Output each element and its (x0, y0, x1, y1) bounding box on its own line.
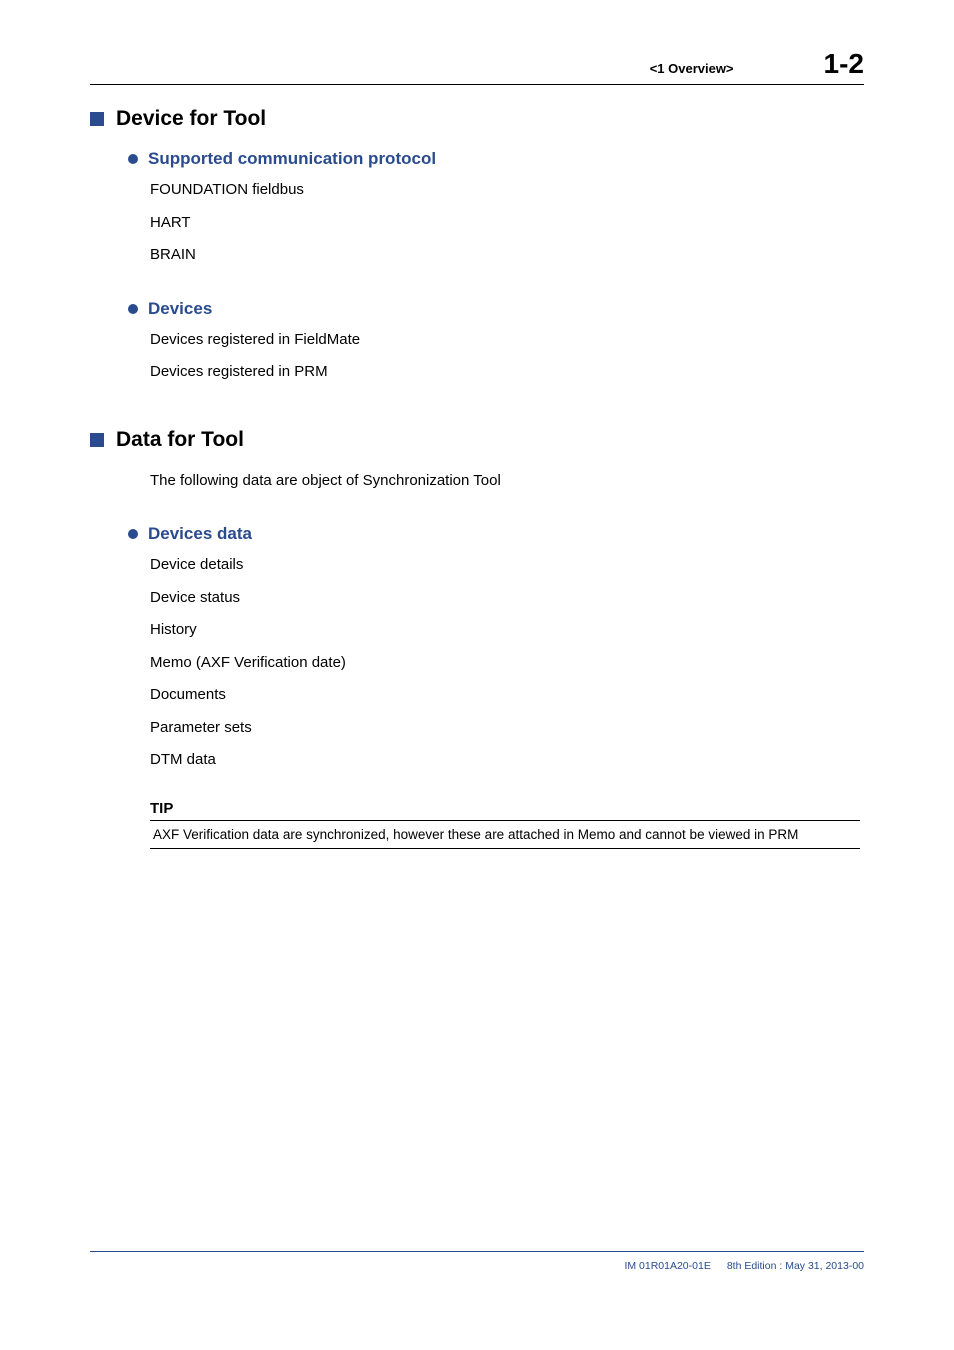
page-footer: IM 01R01A20-01E 8th Edition : May 31, 201… (90, 1251, 864, 1272)
body-text: BRAIN (150, 244, 864, 267)
footer-doc-id: IM 01R01A20-01E (624, 1260, 710, 1272)
page-header: <1 Overview> 1-2 (90, 48, 864, 85)
chapter-reference: <1 Overview> (650, 61, 734, 76)
body-text: Documents (150, 684, 864, 707)
footer-edition: 8th Edition : May 31, 2013-00 (727, 1260, 864, 1272)
body-text: Device status (150, 587, 864, 610)
body-text: Memo (AXF Verification date) (150, 652, 864, 675)
page-number: 1-2 (824, 48, 864, 80)
body-text: Devices registered in PRM (150, 361, 864, 384)
tip-block: TIP AXF Verification data are synchroniz… (150, 800, 860, 849)
subsection-heading-protocol: Supported communication protocol (128, 149, 864, 169)
body-text: FOUNDATION fieldbus (150, 179, 864, 202)
body-text: Devices registered in FieldMate (150, 329, 864, 352)
body-text: DTM data (150, 749, 864, 772)
subsection-heading-devices-data: Devices data (128, 524, 864, 544)
tip-label: TIP (150, 800, 860, 821)
section-title: Device for Tool (116, 107, 266, 131)
section-intro: The following data are object of Synchro… (150, 470, 864, 493)
section-heading-device-for-tool: Device for Tool (90, 107, 864, 131)
body-text: HART (150, 212, 864, 235)
subsection-title: Supported communication protocol (148, 149, 436, 169)
tip-text: AXF Verification data are synchronized, … (150, 821, 860, 849)
section-heading-data-for-tool: Data for Tool (90, 428, 864, 452)
body-text: History (150, 619, 864, 642)
circle-bullet-icon (128, 304, 138, 314)
body-text: Device details (150, 554, 864, 577)
body-text: Parameter sets (150, 717, 864, 740)
subsection-title: Devices (148, 299, 212, 319)
section-title: Data for Tool (116, 428, 244, 452)
square-bullet-icon (90, 433, 104, 447)
circle-bullet-icon (128, 529, 138, 539)
circle-bullet-icon (128, 154, 138, 164)
subsection-heading-devices: Devices (128, 299, 864, 319)
subsection-title: Devices data (148, 524, 252, 544)
square-bullet-icon (90, 112, 104, 126)
